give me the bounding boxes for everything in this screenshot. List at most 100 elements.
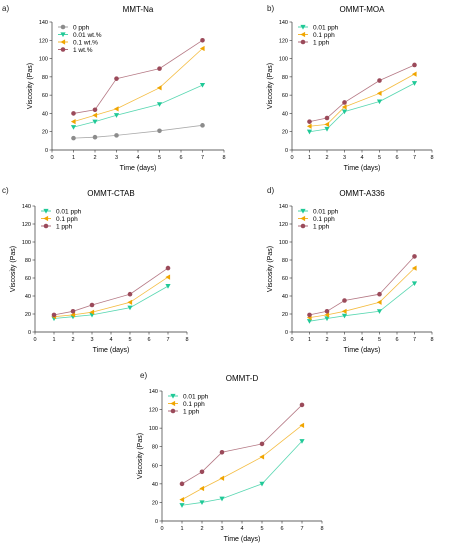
x-tick-label: 2	[93, 155, 96, 161]
legend-marker	[170, 393, 176, 399]
y-tick-label: 140	[149, 389, 158, 395]
data-point	[411, 281, 418, 286]
y-tick-label: 0	[45, 148, 48, 154]
legend-entry: 1 pph	[183, 408, 200, 415]
y-tick-label: 80	[42, 75, 48, 81]
data-point	[324, 126, 330, 132]
data-point	[377, 291, 382, 297]
panel-letter: e)	[140, 371, 148, 380]
data-point	[89, 302, 95, 308]
data-point	[157, 66, 162, 71]
y-tick-label: 40	[42, 111, 48, 117]
data-point	[411, 265, 417, 271]
x-tick-label: 0	[290, 155, 293, 161]
x-tick-label: 5	[158, 155, 161, 161]
y-tick-label: 0	[28, 330, 31, 336]
data-point	[219, 449, 225, 455]
data-point	[307, 119, 312, 124]
legend-marker	[300, 39, 306, 45]
data-point	[70, 312, 76, 318]
series-line	[73, 48, 203, 123]
x-tick-label: 1	[308, 155, 311, 161]
y-tick-label: 60	[282, 276, 288, 282]
data-point	[92, 119, 98, 125]
x-tick-label: 3	[90, 337, 93, 343]
data-point	[113, 113, 120, 118]
legend-entry: 1 wt.%	[73, 47, 93, 54]
data-point	[127, 299, 133, 305]
series-group	[306, 71, 417, 129]
legend-marker	[170, 400, 176, 407]
data-point	[199, 45, 205, 52]
series-group	[51, 265, 171, 318]
data-point	[71, 135, 76, 141]
y-tick-label: 60	[152, 463, 158, 469]
x-tick-label: 6	[147, 337, 150, 343]
legend-marker	[170, 408, 176, 414]
legend-entry: 0.1 wt.%	[73, 39, 98, 46]
x-tick-label: 3	[220, 526, 223, 532]
x-tick-label: 7	[413, 155, 416, 161]
data-point	[342, 100, 347, 105]
data-point	[259, 441, 265, 447]
data-point	[199, 500, 205, 506]
series-group	[306, 281, 418, 324]
x-tick-label: 2	[71, 337, 74, 343]
x-tick-label: 5	[378, 155, 381, 161]
series-group	[179, 422, 305, 503]
legend-marker	[300, 24, 306, 30]
data-point	[70, 119, 76, 125]
y-tick-label: 100	[149, 426, 158, 432]
data-point	[376, 99, 383, 105]
series-line	[73, 84, 203, 128]
x-tick-label: 7	[201, 155, 204, 161]
panel-letter: b)	[267, 4, 275, 13]
y-tick-label: 20	[282, 130, 288, 136]
data-point	[199, 83, 206, 88]
data-point	[324, 309, 330, 314]
x-tick-label: 1	[180, 526, 183, 532]
legend-marker	[60, 39, 66, 45]
y-tick-label: 20	[282, 312, 288, 318]
x-tick-label: 5	[378, 337, 381, 343]
legend-entry: 0.01 wt.%	[73, 32, 102, 39]
y-axis-label: Viscosity (Pas)	[137, 433, 144, 479]
data-point	[70, 309, 76, 314]
data-point	[113, 106, 119, 112]
data-point	[306, 123, 312, 129]
x-tick-label: 8	[430, 337, 433, 343]
panel-a: a) MMT-Na 0 1 2 3 4 5 6 7 8 0 20 40 60 80 100 120 140 Time…	[0, 0, 228, 180]
legend-entry: 0.1 pph	[313, 32, 335, 39]
data-point	[299, 422, 305, 428]
data-point	[92, 107, 98, 113]
legend-entry: 1 pph	[313, 223, 330, 230]
chart-title: OMMT-MOA	[340, 5, 386, 14]
x-tick-label: 4	[109, 337, 112, 343]
x-tick-label: 4	[360, 337, 363, 343]
legend-entry: 0.1 pph	[56, 216, 78, 223]
legend-entry: 0.01 pph	[313, 24, 339, 31]
series-group	[71, 37, 205, 116]
x-axis-label: Time (days)	[120, 165, 157, 172]
data-point	[324, 312, 330, 318]
data-point	[71, 111, 76, 116]
data-point	[376, 309, 383, 314]
series-line	[53, 285, 169, 319]
data-point	[165, 265, 171, 271]
series-group	[179, 402, 305, 487]
data-point	[179, 503, 185, 508]
data-point	[156, 102, 163, 107]
x-tick-label: 1	[52, 337, 55, 343]
x-tick-label: 7	[166, 337, 169, 343]
y-tick-label: 120	[149, 408, 158, 414]
legend-entry: 1 pph	[56, 223, 73, 230]
data-point	[127, 291, 133, 297]
data-point	[219, 475, 225, 481]
x-tick-label: 0	[50, 155, 53, 161]
